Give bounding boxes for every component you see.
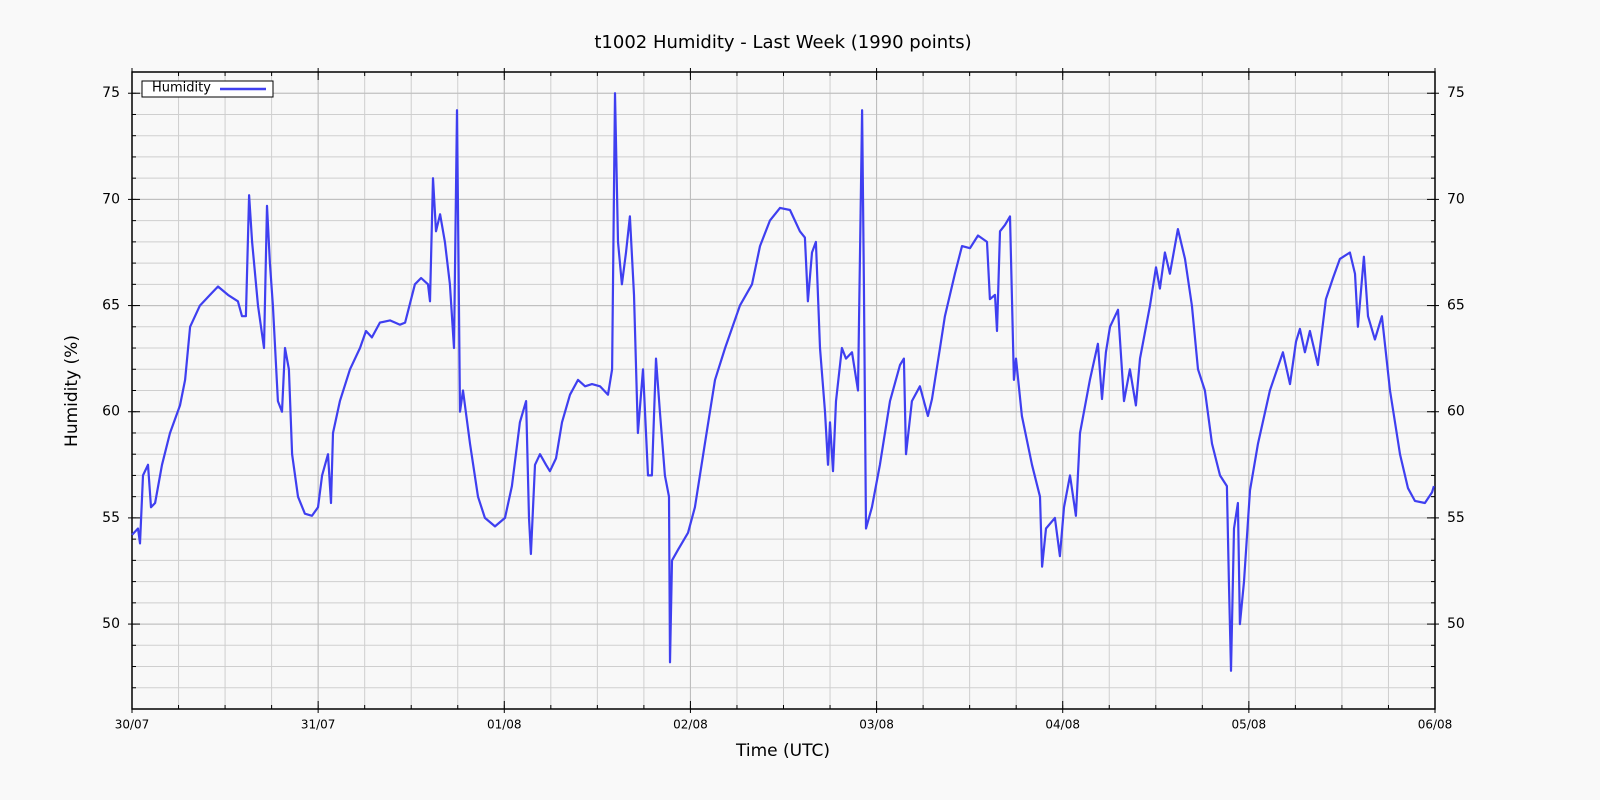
y-tick-label: 75 — [102, 85, 120, 101]
legend-label: Humidity — [152, 81, 211, 96]
y-tick-label: 70 — [102, 191, 120, 207]
y2-tick-label: 70 — [1447, 191, 1465, 207]
plot-frame — [131, 71, 1436, 710]
y-tick-label: 60 — [102, 404, 120, 420]
x-axis-label: Time (UTC) — [735, 741, 830, 761]
y-tick-label: 65 — [102, 298, 120, 314]
data-line — [131, 92, 1435, 672]
legend-box — [141, 80, 274, 98]
x-tick-label: 31/07 — [301, 718, 336, 732]
y2-tick-label: 75 — [1447, 85, 1465, 101]
y2-tick-label: 50 — [1447, 616, 1465, 632]
y2-tick-label: 60 — [1447, 404, 1465, 420]
x-tick-label: 04/08 — [1045, 718, 1080, 732]
y-tick-label: 50 — [102, 616, 120, 632]
x-tick-label: 01/08 — [487, 718, 522, 732]
y2-tick-label: 55 — [1447, 510, 1465, 526]
y2-tick-label: 65 — [1447, 298, 1465, 314]
x-tick-label: 30/07 — [115, 718, 150, 732]
x-tick-label: 03/08 — [859, 718, 894, 732]
y-tick-label: 55 — [102, 510, 120, 526]
x-tick-label: 05/08 — [1232, 718, 1267, 732]
chart-title: t1002 Humidity - Last Week (1990 points) — [594, 32, 971, 53]
x-tick-label: 06/08 — [1418, 718, 1453, 732]
x-tick-label: 02/08 — [673, 718, 708, 732]
y-axis-label: Humidity (%) — [62, 335, 82, 447]
